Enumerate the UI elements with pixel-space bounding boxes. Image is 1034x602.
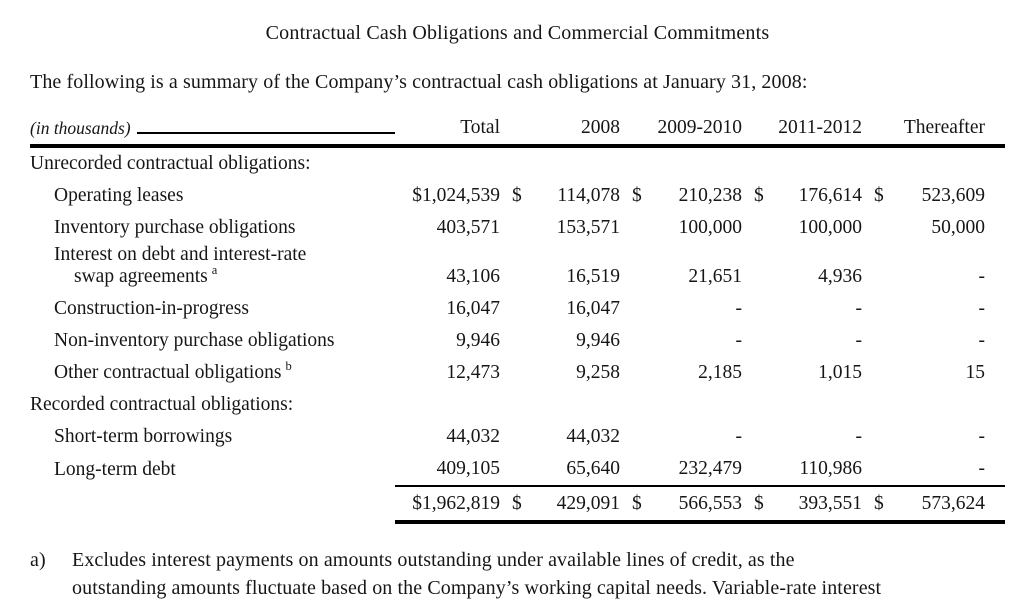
cell-thereafter: - <box>978 266 986 287</box>
cell-2011-2012: 4,936 <box>818 266 862 287</box>
cell-2008: 16,047 <box>566 298 620 319</box>
row-label: Interest on debt and interest-rate swap … <box>30 244 395 293</box>
cell-thereafter: - <box>978 426 986 447</box>
row-label: Other contractual obligations b <box>54 359 292 383</box>
cell-2009-2010: 232,479 <box>678 458 742 479</box>
cell-total: 43,106 <box>446 266 500 287</box>
unit-label-cell: (in thousands) <box>30 114 395 148</box>
dollar-sign: $ <box>512 185 522 206</box>
row-label: Long-term debt <box>54 459 176 480</box>
cell-total: 12,473 <box>446 362 500 383</box>
obligations-table: (in thousands) Total 2008 2009-2010 2011… <box>30 114 1005 524</box>
cell-2009-2010: 21,651 <box>688 266 742 287</box>
section-label: Recorded contractual obligations: <box>30 394 294 415</box>
cell-thereafter: 523,609 <box>921 185 985 206</box>
cell-2011-2012: - <box>855 330 863 351</box>
cell-2009-2010: - <box>735 298 743 319</box>
cell-total: $1,024,539 <box>412 185 500 206</box>
column-header-thereafter: Thereafter <box>862 114 1005 148</box>
table-row-short-term-borrowings: Short-term borrowings 44,032 44,032 - - … <box>30 421 1005 453</box>
cell-2011-2012: - <box>855 298 863 319</box>
header-rule <box>136 132 395 134</box>
cell-2008: 44,032 <box>566 426 620 447</box>
table-row-inventory-purchase: Inventory purchase obligations 403,571 1… <box>30 212 1005 244</box>
cell-total: $1,962,819 <box>395 485 500 524</box>
dollar-sign: $ <box>874 185 884 206</box>
cell-total: 44,032 <box>446 426 500 447</box>
cell-2008: 9,258 <box>576 362 620 383</box>
row-label: Operating leases <box>54 185 184 206</box>
dollar-sign: $ <box>500 485 530 524</box>
cell-total: 16,047 <box>446 298 500 319</box>
column-header-2011-2012: 2011-2012 <box>742 114 862 148</box>
column-header-total: Total <box>395 114 500 148</box>
row-label: Non-inventory purchase obligations <box>54 330 335 351</box>
cell-thereafter: - <box>978 298 986 319</box>
cell-thereafter: 573,624 <box>896 485 1005 524</box>
unit-label: (in thousands) <box>30 118 131 138</box>
row-label: Construction-in-progress <box>54 298 249 319</box>
cell-2008: 429,091 <box>530 485 620 524</box>
cell-thereafter: 15 <box>965 362 986 383</box>
table-row-construction-in-progress: Construction-in-progress 16,047 16,047 -… <box>30 293 1005 325</box>
cell-thereafter: - <box>978 458 986 479</box>
cell-2011-2012: 100,000 <box>798 217 862 238</box>
cell-2011-2012: 110,986 <box>799 458 862 479</box>
table-row-interest-on-debt: Interest on debt and interest-rate swap … <box>30 244 1005 293</box>
table-row-other-contractual: Other contractual obligations b 12,473 9,… <box>30 357 1005 389</box>
page-title: Contractual Cash Obligations and Commerc… <box>265 22 770 44</box>
row-label: Inventory purchase obligations <box>54 217 296 238</box>
cell-2008: 65,640 <box>566 458 620 479</box>
cell-2008: 114,078 <box>557 185 620 206</box>
cell-2011-2012: 393,551 <box>774 485 862 524</box>
table-row-long-term-debt: Long-term debt 409,105 65,640 232,479 11… <box>30 453 1005 486</box>
cell-2009-2010: 2,185 <box>698 362 742 383</box>
dollar-sign: $ <box>620 485 652 524</box>
section-row-unrecorded: Unrecorded contractual obligations: <box>30 146 1005 180</box>
cell-thereafter: 50,000 <box>931 217 985 238</box>
section-row-recorded: Recorded contractual obligations: <box>30 389 1005 421</box>
column-header-2008: 2008 <box>500 114 620 148</box>
dollar-sign: $ <box>862 485 896 524</box>
footnote-marker: a) <box>30 549 46 571</box>
table-row-non-inventory-purchase: Non-inventory purchase obligations 9,946… <box>30 325 1005 357</box>
row-label: Short-term borrowings <box>54 426 233 447</box>
section-label: Unrecorded contractual obligations: <box>30 153 311 174</box>
cell-2009-2010: - <box>735 426 743 447</box>
cell-total: 403,571 <box>436 217 500 238</box>
table-header-row: (in thousands) Total 2008 2009-2010 2011… <box>30 114 1005 148</box>
cell-2011-2012: 1,015 <box>818 362 862 383</box>
cell-2009-2010: 210,238 <box>678 185 742 206</box>
dollar-sign: $ <box>754 185 764 206</box>
footnote-ref-b: b <box>285 359 292 373</box>
cell-2011-2012: 176,614 <box>798 185 862 206</box>
cell-2008: 153,571 <box>556 217 620 238</box>
cell-thereafter: - <box>978 330 986 351</box>
table-row-operating-leases: Operating leases $1,024,539 $ 114,078 $ … <box>30 180 1005 212</box>
cell-2009-2010: - <box>735 330 743 351</box>
cell-2011-2012: - <box>855 426 863 447</box>
dollar-sign: $ <box>632 185 642 206</box>
footnote-text: Excludes interest payments on amounts ou… <box>72 549 882 599</box>
footnote-a: a) Excludes interest payments on amounts… <box>30 546 1005 602</box>
row-label-line2: swap agreements a <box>74 263 218 287</box>
cell-total: 409,105 <box>436 458 500 479</box>
dollar-sign: $ <box>742 485 774 524</box>
cell-2008: 16,519 <box>566 266 620 287</box>
row-label-line1: Interest on debt and interest-rate <box>54 244 307 265</box>
table-row-grand-total: $1,962,819 $ 429,091 $ 566,553 $ 393,551… <box>30 485 1005 524</box>
footnote-ref-a: a <box>211 263 218 277</box>
cell-2008: 9,946 <box>576 330 620 351</box>
intro-paragraph: The following is a summary of the Compan… <box>30 71 808 93</box>
cell-2009-2010: 100,000 <box>678 217 742 238</box>
column-header-2009-2010: 2009-2010 <box>620 114 742 148</box>
cell-2009-2010: 566,553 <box>652 485 742 524</box>
cell-total: 9,946 <box>456 330 500 351</box>
